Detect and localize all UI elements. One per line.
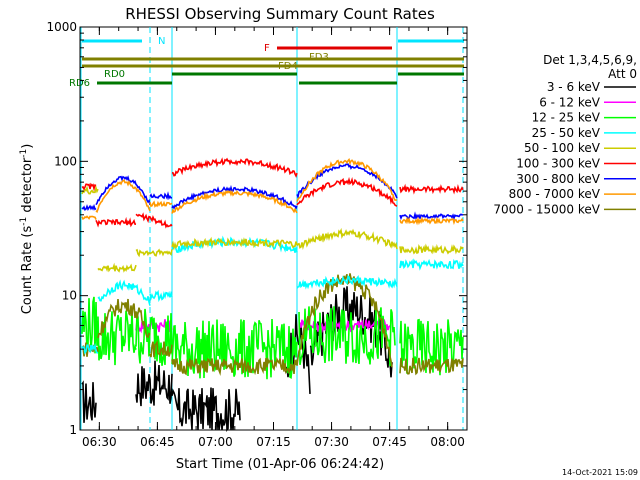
series-line-50-100-kev (81, 184, 464, 273)
x-tick-label: 08:00 (430, 435, 465, 449)
series-lines (81, 157, 464, 433)
flag-label-fd4: FD4 (278, 61, 298, 72)
legend-entry-label: 100 - 300 keV (516, 157, 600, 171)
x-tick-label: 07:30 (314, 435, 349, 449)
y-tick-label: 100 (54, 154, 77, 168)
y-tick-label: 1 (69, 423, 77, 437)
legend-entry-label: 25 - 50 keV (532, 126, 601, 140)
series-line-100-300-kev (81, 157, 464, 229)
series-line-3-6-kev (81, 286, 393, 433)
axes: 1 10 100 1000 06:30 06:45 07:00 07:15 07:30 07:45… (46, 20, 468, 449)
flag-label-rd6: RD6 (69, 78, 90, 89)
x-tick-label: 07:45 (372, 435, 407, 449)
legend-entry-label: 50 - 100 keV (524, 141, 601, 155)
legend-entry-label: 7000 - 15000 keV (493, 202, 600, 216)
flag-label-n: N (158, 36, 165, 47)
x-tick-label: 06:30 (82, 435, 117, 449)
series-line-12-25-kev (81, 296, 464, 380)
x-tick-label: 07:00 (198, 435, 233, 449)
chart-title: RHESSI Observing Summary Count Rates (125, 5, 435, 23)
flag-label-fd3: FD3 (309, 52, 329, 63)
instrument-flags: N F FD3 FD4 RD0 RD6 (69, 27, 464, 430)
y-axis-label: Count Rate (s-1 detector-1) (19, 144, 35, 315)
legend-header-line-1: Det 1,3,4,5,6,9, (543, 53, 637, 67)
x-axis-label: Start Time (01-Apr-06 06:24:42) (176, 457, 384, 472)
legend-entry-label: 6 - 12 keV (539, 95, 601, 109)
x-tick-label: 07:15 (256, 435, 291, 449)
series-line-300-800-kev (81, 163, 464, 222)
flag-label-f: F (264, 43, 270, 54)
x-tick-label: 06:45 (140, 435, 175, 449)
y-tick-label: 10 (62, 289, 77, 303)
legend-entry-label: 800 - 7000 keV (509, 187, 601, 201)
legend-entry-label: 3 - 6 keV (547, 80, 601, 94)
y-tick-label: 1000 (46, 20, 77, 34)
legend-header-line-2: Att 0 (608, 67, 637, 81)
flag-label-rd0: RD0 (104, 69, 125, 80)
legend-entry-label: 300 - 800 keV (516, 172, 600, 186)
footer-date: 14-Oct-2021 15:09 (562, 468, 638, 477)
series-line-800-7000-kev (81, 157, 464, 226)
legend-entry-label: 12 - 25 keV (532, 111, 601, 125)
